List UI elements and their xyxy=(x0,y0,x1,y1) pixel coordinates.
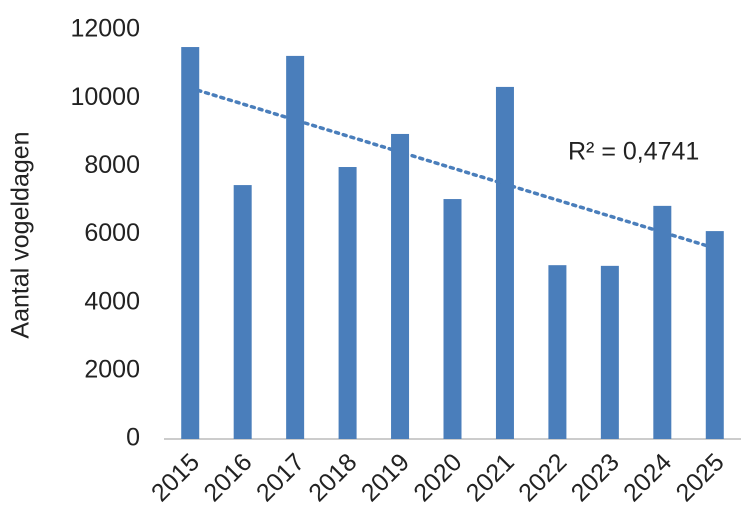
x-tick-label: 2019 xyxy=(356,448,415,507)
bar xyxy=(338,167,357,439)
bar xyxy=(705,231,724,439)
bar xyxy=(443,199,462,439)
x-tick-label: 2023 xyxy=(566,448,625,507)
bar xyxy=(233,185,252,439)
y-tick-label: 0 xyxy=(126,424,140,452)
x-tick-label: 2022 xyxy=(513,448,572,507)
y-axis-label: Aantal vogeldagen xyxy=(7,131,35,338)
y-tick-label: 2000 xyxy=(84,355,140,383)
trendline-label: R² = 0,4741 xyxy=(568,138,699,166)
trendline xyxy=(188,86,717,250)
y-tick-label: 6000 xyxy=(84,219,140,247)
x-tick-label: 2018 xyxy=(303,448,362,507)
y-tick-label: 10000 xyxy=(70,83,140,111)
x-tick-label: 2015 xyxy=(146,448,205,507)
x-tick-label: 2021 xyxy=(461,448,520,507)
bar xyxy=(181,47,200,440)
bar xyxy=(286,55,305,440)
bar xyxy=(495,86,514,440)
y-tick-label: 8000 xyxy=(84,151,140,179)
y-tick-label: 4000 xyxy=(84,287,140,315)
x-tick-label: 2025 xyxy=(671,448,730,507)
bar xyxy=(548,265,567,439)
x-tick-label: 2024 xyxy=(618,448,677,507)
y-tick-label: 12000 xyxy=(70,15,140,43)
x-tick-label: 2020 xyxy=(408,448,467,507)
bar xyxy=(653,205,672,439)
bar xyxy=(391,133,410,439)
bar xyxy=(600,265,619,439)
x-tick-label: 2016 xyxy=(198,448,257,507)
x-tick-label: 2017 xyxy=(251,448,310,507)
